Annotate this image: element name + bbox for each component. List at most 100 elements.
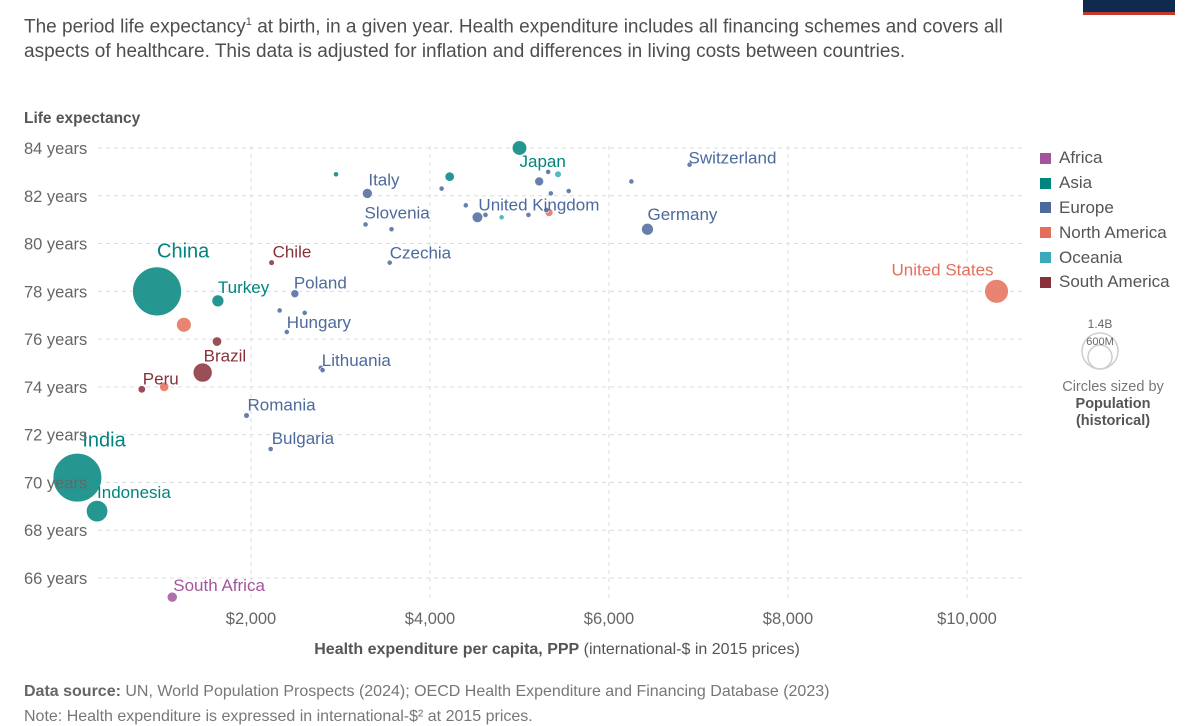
y-tick-label: 70 years — [24, 474, 87, 492]
legend-item[interactable]: Europe — [1040, 196, 1170, 221]
data-point — [462, 202, 469, 209]
data-point — [362, 221, 369, 228]
point-label: Bulgaria — [272, 429, 335, 448]
data-point — [545, 168, 552, 175]
point-label: Hungary — [287, 313, 352, 332]
y-tick-label: 68 years — [24, 522, 87, 540]
data-point — [525, 211, 532, 218]
point-label: Indonesia — [97, 483, 171, 502]
data-point — [438, 185, 445, 192]
y-tick-label: 82 years — [24, 188, 87, 206]
data-point — [554, 170, 562, 178]
data-point — [386, 259, 393, 266]
point-label: India — [82, 430, 126, 452]
point-label: Japan — [520, 152, 566, 171]
legend-label: Oceania — [1059, 247, 1123, 267]
point-label: United Kingdom — [478, 195, 599, 214]
point-label: China — [157, 240, 210, 262]
data-point — [628, 178, 635, 185]
data-point — [482, 211, 489, 218]
legend-label: South America — [1059, 272, 1170, 292]
legend-label: Asia — [1059, 173, 1093, 193]
data-point — [543, 207, 550, 214]
legend-label: North America — [1059, 222, 1167, 242]
data-point — [444, 171, 455, 182]
x-tick-label: $6,000 — [584, 610, 634, 628]
data-point — [471, 211, 484, 223]
data-point — [176, 317, 192, 333]
data-point — [984, 279, 1009, 304]
size-title-2: (historical) — [1075, 413, 1151, 429]
x-axis-title: Health expenditure per capita, PPP (inte… — [314, 641, 800, 658]
point-label: Slovenia — [365, 203, 431, 222]
point-label: United States — [891, 260, 993, 279]
point-label: Czechia — [390, 244, 452, 263]
legend-item[interactable]: Oceania — [1040, 245, 1170, 270]
data-point — [283, 329, 290, 335]
footnote-marker: 1 — [245, 16, 252, 28]
data-point — [362, 188, 373, 199]
data-point — [301, 309, 308, 316]
data-point — [211, 294, 225, 308]
data-point — [686, 161, 693, 168]
size-legend-circles: 1.4B 600M — [1081, 317, 1119, 370]
size-label-large: 1.4B — [1088, 317, 1113, 331]
chart-subtitle: The period life expectancy1 at birth, in… — [24, 16, 1003, 63]
data-point — [388, 226, 395, 233]
data-point — [333, 171, 339, 178]
y-tick-label: 72 years — [24, 427, 87, 445]
y-tick-label: 78 years — [24, 283, 87, 301]
size-legend: 1.4B 600M Circles sized by Population (h… — [1038, 316, 1188, 430]
size-circle-small — [1087, 344, 1113, 370]
legend-swatch — [1040, 202, 1051, 214]
point-label: Poland — [294, 274, 347, 293]
legend-label: Europe — [1059, 197, 1114, 217]
point-label: South Africa — [173, 576, 265, 595]
data-point — [319, 367, 326, 374]
legend-item[interactable]: Africa — [1040, 146, 1170, 171]
data-point — [547, 190, 554, 197]
data-point — [534, 176, 544, 187]
x-tick-label: $8,000 — [763, 610, 813, 628]
legend-label: Africa — [1059, 148, 1103, 168]
point-label: Chile — [273, 243, 312, 262]
point-label: Switzerland — [689, 149, 777, 168]
point-label: Italy — [368, 170, 400, 189]
point-label: Peru — [143, 369, 179, 388]
legend-item[interactable]: North America — [1040, 220, 1170, 245]
point-label: Brazil — [204, 347, 247, 366]
data-point — [243, 412, 250, 419]
legend-swatch — [1040, 227, 1051, 239]
data-point — [268, 259, 275, 266]
legend-swatch — [1040, 276, 1051, 288]
x-tick-label: $10,000 — [937, 610, 997, 628]
data-point — [52, 453, 102, 503]
size-caption: Circles sized by — [1062, 379, 1164, 395]
y-axis-title: Life expectancy — [24, 110, 141, 127]
y-tick-label: 84 years — [24, 140, 87, 158]
data-point — [137, 385, 146, 394]
data-point — [641, 223, 654, 236]
point-label: Germany — [647, 205, 717, 224]
data-point — [290, 289, 300, 299]
data-point — [276, 307, 283, 314]
legend-swatch — [1040, 177, 1051, 189]
legend-item[interactable]: South America — [1040, 270, 1170, 295]
data-point — [511, 140, 528, 156]
x-tick-label: $2,000 — [226, 610, 276, 628]
size-title-1: Population — [1075, 396, 1151, 412]
y-tick-label: 74 years — [24, 379, 87, 397]
data-point — [498, 214, 505, 221]
owid-logo — [1083, 0, 1175, 15]
point-label: Turkey — [218, 278, 270, 297]
data-note: Note: Health expenditure is expressed in… — [24, 708, 533, 725]
data-source: Data source: UN, World Population Prospe… — [24, 683, 830, 700]
y-tick-label: 76 years — [24, 331, 87, 349]
size-label-small: 600M — [1086, 336, 1114, 348]
data-point — [565, 188, 572, 194]
y-tick-label: 66 years — [24, 570, 87, 588]
legend-item[interactable]: Asia — [1040, 171, 1170, 196]
data-point — [86, 500, 109, 523]
data-point — [166, 591, 178, 603]
data-point — [267, 446, 274, 452]
